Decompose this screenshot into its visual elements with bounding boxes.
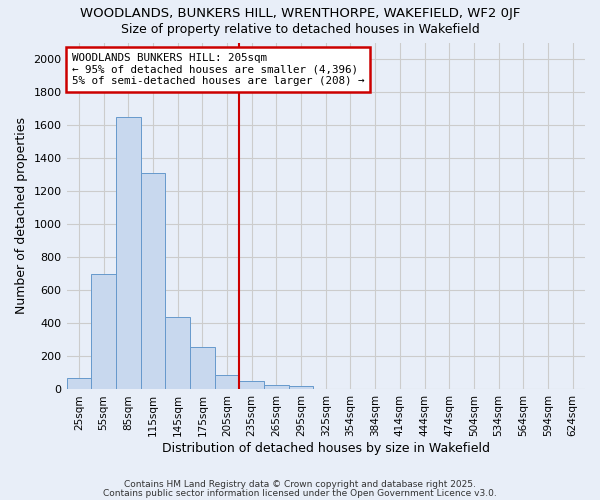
- Text: Contains HM Land Registry data © Crown copyright and database right 2025.: Contains HM Land Registry data © Crown c…: [124, 480, 476, 489]
- Text: Size of property relative to detached houses in Wakefield: Size of property relative to detached ho…: [121, 22, 479, 36]
- Bar: [190, 348, 215, 390]
- Bar: [239, 381, 264, 390]
- Bar: [116, 117, 140, 390]
- Bar: [289, 386, 313, 390]
- Bar: [264, 384, 289, 390]
- Bar: [91, 274, 116, 390]
- Bar: [165, 317, 190, 390]
- X-axis label: Distribution of detached houses by size in Wakefield: Distribution of detached houses by size …: [162, 442, 490, 455]
- Text: WOODLANDS, BUNKERS HILL, WRENTHORPE, WAKEFIELD, WF2 0JF: WOODLANDS, BUNKERS HILL, WRENTHORPE, WAK…: [80, 8, 520, 20]
- Bar: [215, 374, 239, 390]
- Bar: [67, 378, 91, 390]
- Bar: [140, 173, 165, 390]
- Y-axis label: Number of detached properties: Number of detached properties: [15, 118, 28, 314]
- Text: WOODLANDS BUNKERS HILL: 205sqm
← 95% of detached houses are smaller (4,396)
5% o: WOODLANDS BUNKERS HILL: 205sqm ← 95% of …: [72, 53, 364, 86]
- Bar: [338, 388, 363, 390]
- Text: Contains public sector information licensed under the Open Government Licence v3: Contains public sector information licen…: [103, 488, 497, 498]
- Bar: [313, 388, 338, 390]
